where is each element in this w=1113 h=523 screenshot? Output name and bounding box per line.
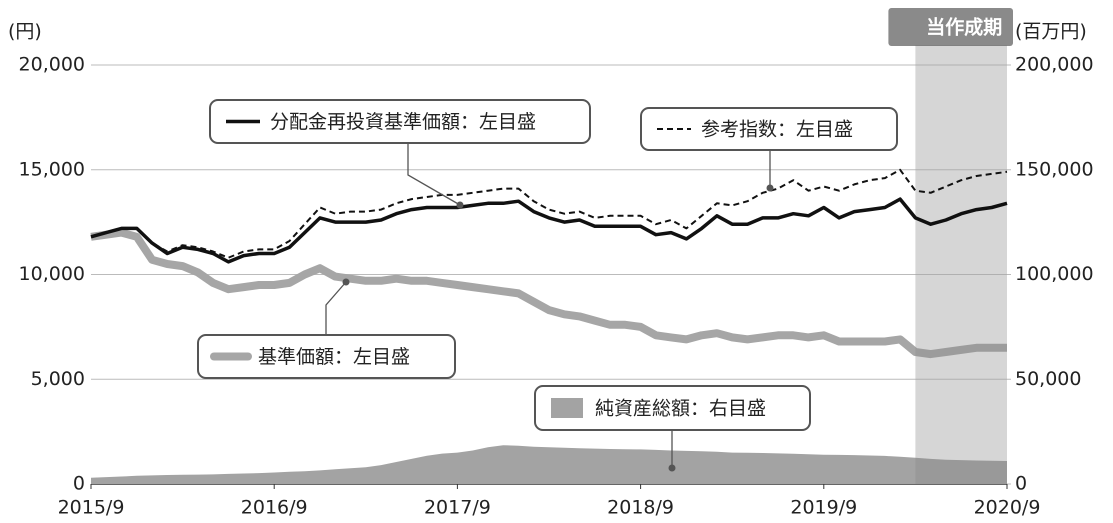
x-tick-label: 2020/9 <box>974 497 1041 519</box>
legend-swatch <box>551 398 583 418</box>
y2-tick-label: 0 <box>1015 473 1027 495</box>
callout-pointer <box>407 143 461 206</box>
line <box>90 228 1007 359</box>
legend-item: 参考指数：左目盛 <box>640 107 898 192</box>
callout-dot <box>668 464 676 472</box>
callout-dot <box>456 201 464 209</box>
legend-box <box>640 107 898 151</box>
y2-unit-label: (百万円) <box>1015 21 1087 43</box>
legend-label: 基準価額：左目盛 <box>258 346 410 368</box>
y2-tick-label: 50,000 <box>1015 368 1081 390</box>
legend-box <box>534 385 811 431</box>
x-tick-label: 2019/9 <box>790 497 857 519</box>
legend-item: 基準価額：左目盛 <box>197 278 456 379</box>
y2-tick-label: 100,000 <box>1015 263 1094 285</box>
legend-label: 分配金再投資基準価額：左目盛 <box>270 111 536 133</box>
y-tick-label: 10,000 <box>19 263 85 285</box>
callout-pointer <box>325 281 347 335</box>
x-tick-label: 2015/9 <box>58 497 125 519</box>
legend-item: 純資産総額：右目盛 <box>534 385 811 472</box>
callout-dot <box>766 184 774 192</box>
x-tick-label: 2016/9 <box>241 497 308 519</box>
area <box>91 445 1007 484</box>
legend-box <box>197 334 456 379</box>
legend-label: 純資産総額：右目盛 <box>595 398 766 420</box>
x-tick-label: 2017/9 <box>424 497 491 519</box>
legend-label: 参考指数：左目盛 <box>701 119 853 141</box>
line <box>90 197 1008 264</box>
highlight-label: 当作成期 <box>926 16 1002 39</box>
y2-tick-label: 200,000 <box>1015 54 1094 76</box>
callout-dot <box>342 278 350 286</box>
highlight-label-box <box>888 8 1013 46</box>
y-tick-label: 0 <box>73 473 85 495</box>
y-tick-label: 20,000 <box>19 54 85 76</box>
highlight-band <box>915 45 1007 484</box>
highlight-tint <box>915 45 1007 484</box>
y-tick-label: 15,000 <box>19 158 85 180</box>
legend-box <box>209 99 591 144</box>
y2-tick-label: 150,000 <box>1015 158 1094 180</box>
y-unit-label: (円) <box>8 21 42 43</box>
y-tick-label: 5,000 <box>31 368 85 390</box>
line <box>90 168 1008 259</box>
x-tick-label: 2018/9 <box>607 497 674 519</box>
legend-item: 分配金再投資基準価額：左目盛 <box>209 99 591 209</box>
